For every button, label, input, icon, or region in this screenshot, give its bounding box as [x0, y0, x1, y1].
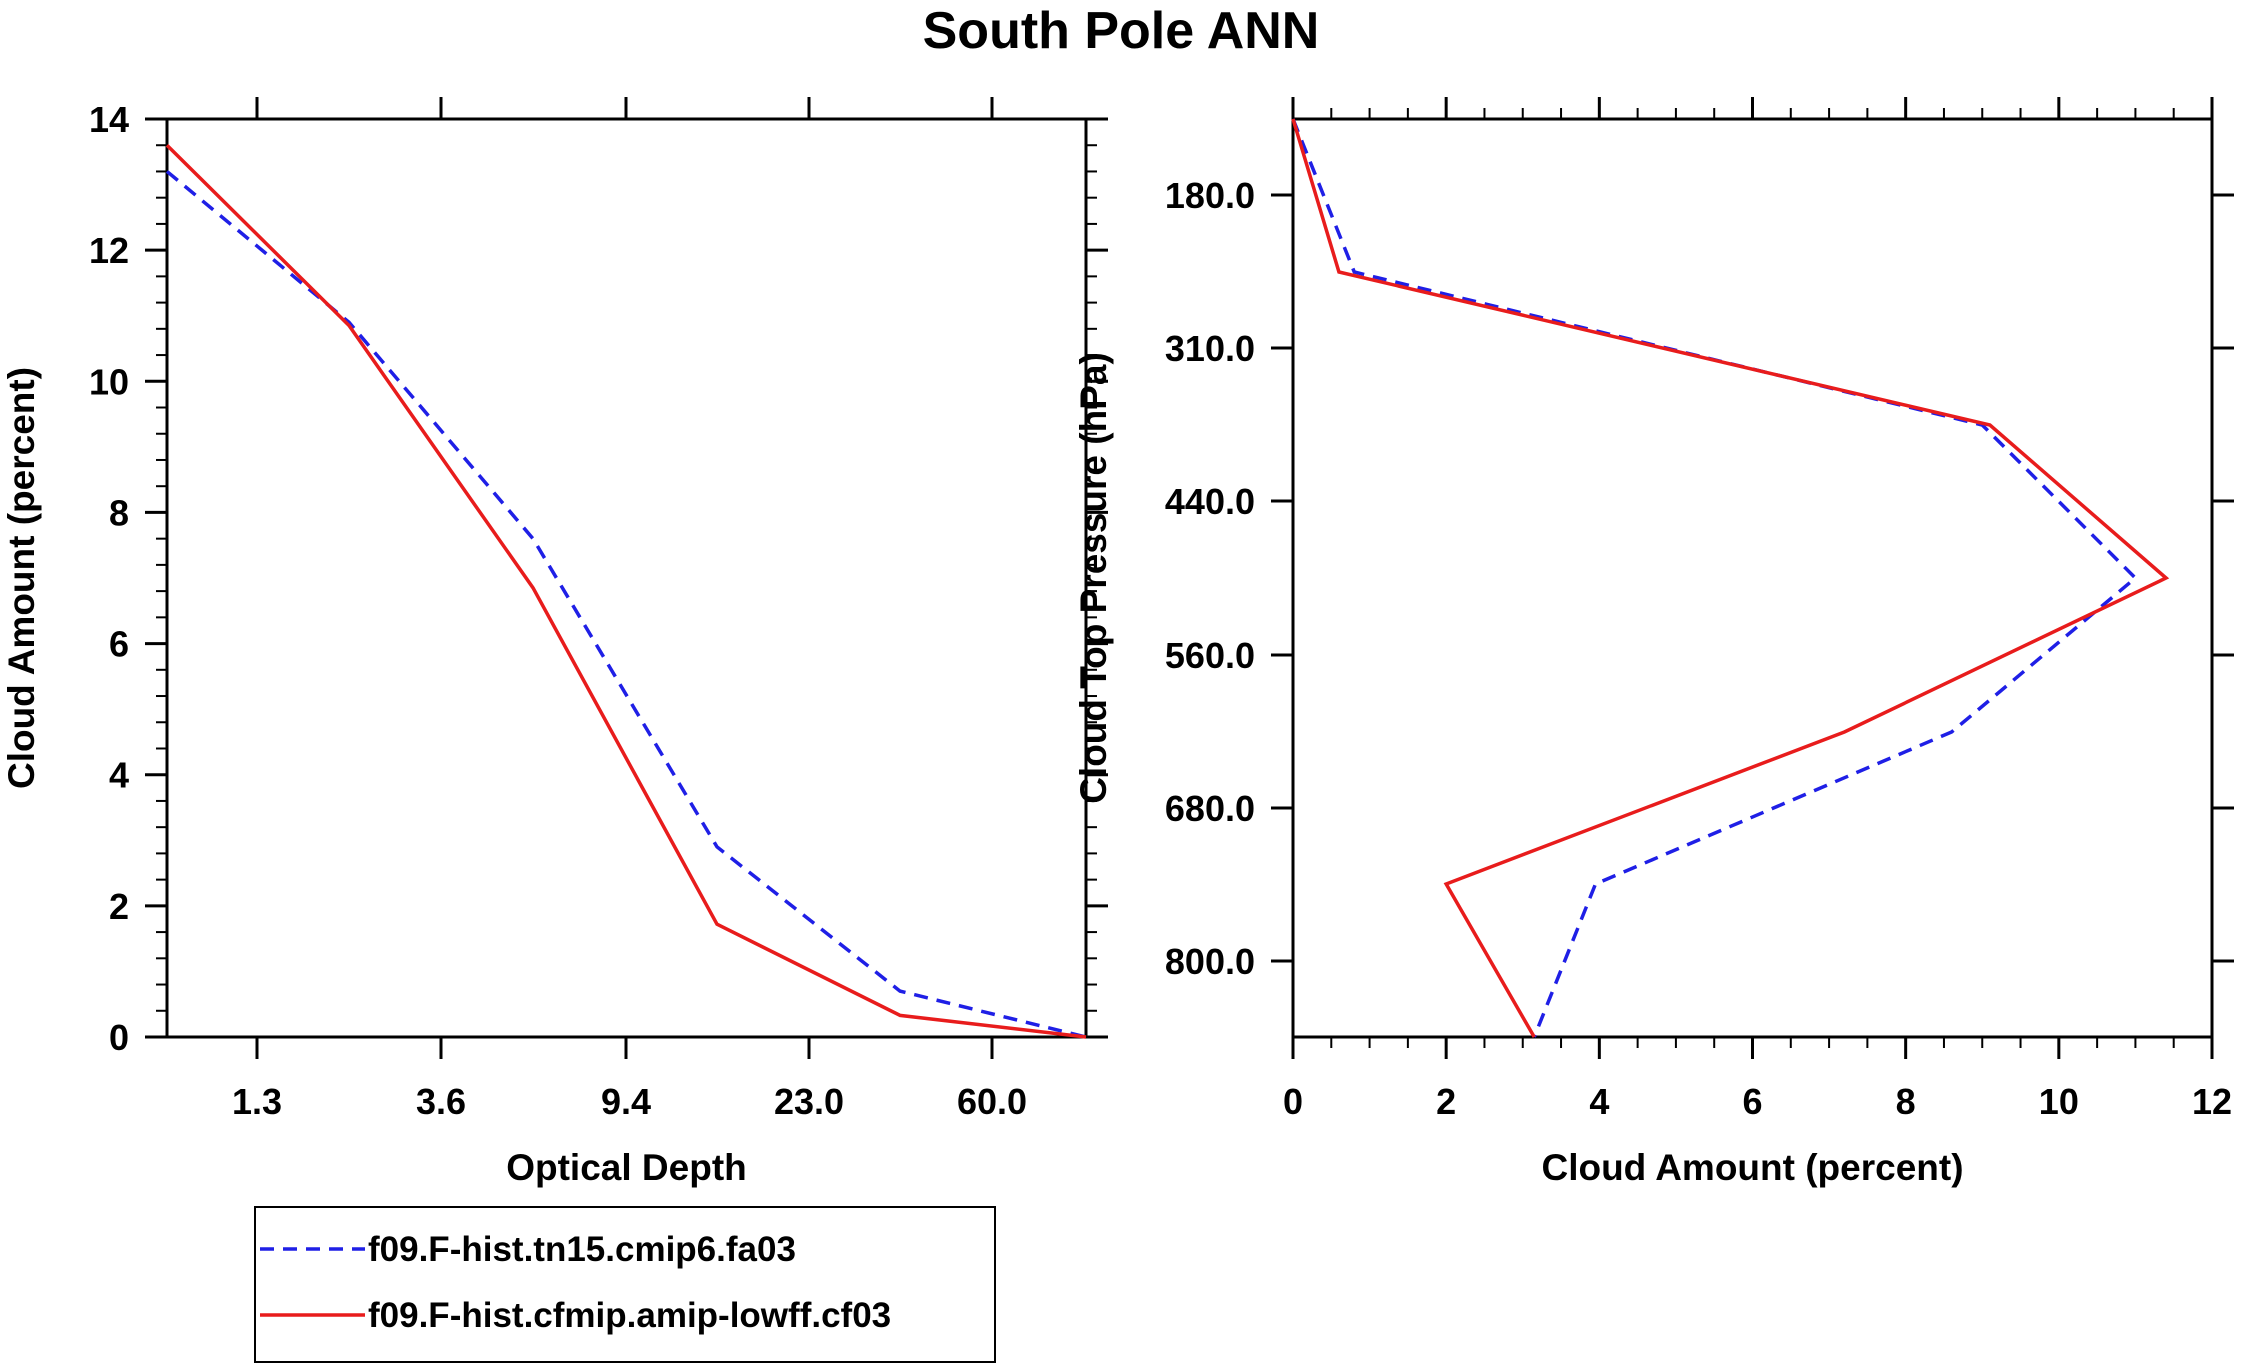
optical-depth-panel: 0 2 4 6 8 10 12 14 1.3 3.6 9.4 23.0 60.0 Optical Dept…	[1, 97, 1108, 1188]
left-y-tick-label: 8	[109, 492, 129, 533]
left-y-tick-label: 14	[89, 99, 129, 140]
left-plot-frame	[165, 117, 1088, 1039]
right-y-axis-label: Cloud Top Pressure (hPa)	[1073, 352, 1114, 804]
right-plot-frame	[1291, 117, 2214, 1039]
legend: f09.F-hist.tn15.cmip6.fa03 f09.F-hist.cf…	[254, 1206, 996, 1363]
left-series-2-line	[165, 143, 1087, 1039]
left-x-tick-label: 9.4	[601, 1081, 651, 1122]
right-x-tick-label: 0	[1283, 1081, 1303, 1122]
right-x-tick-label: 12	[2192, 1081, 2232, 1122]
right-x-tick-label: 2	[1436, 1081, 1456, 1122]
left-y-tick-label: 0	[109, 1017, 129, 1058]
left-y-tick-label: 2	[109, 886, 129, 927]
left-x-tick-label: 23.0	[774, 1081, 844, 1122]
right-x-tick-label: 4	[1589, 1081, 1609, 1122]
legend-label-series-2: f09.F-hist.cfmip.amip-lowff.cf03	[368, 1296, 891, 1335]
left-x-axis-label: Optical Depth	[506, 1147, 747, 1188]
legend-label-series-1: f09.F-hist.tn15.cmip6.fa03	[368, 1230, 796, 1269]
right-series-2-line	[1291, 118, 2170, 1038]
left-x-tick-label: 1.3	[232, 1081, 282, 1122]
right-y-tick-label: 680.0	[1165, 788, 1255, 829]
right-x-tick-label: 6	[1742, 1081, 1762, 1122]
right-x-axis-label: Cloud Amount (percent)	[1541, 1147, 1963, 1188]
left-y-tick-label: 12	[89, 230, 129, 271]
right-y-tick-label: 800.0	[1165, 941, 1255, 982]
right-series-1-line	[1291, 118, 2139, 1038]
right-y-tick-label: 560.0	[1165, 635, 1255, 676]
figure-title: South Pole ANN	[923, 2, 1320, 60]
left-series-1-line	[165, 170, 1087, 1039]
cloud-top-pressure-panel: 0 2 4 6 8 10 12 180.0 310.0 440.0 560.0 680.0 800.0 C…	[1073, 97, 2234, 1188]
left-x-tick-label: 3.6	[416, 1081, 466, 1122]
right-x-tick-label: 8	[1896, 1081, 1916, 1122]
right-y-tick-label: 440.0	[1165, 481, 1255, 522]
legend-box	[254, 1206, 996, 1363]
right-y-tick-label: 310.0	[1165, 328, 1255, 369]
left-y-tick-label: 4	[109, 755, 129, 796]
right-x-tick-label: 10	[2039, 1081, 2079, 1122]
left-y-tick-label: 6	[109, 624, 129, 665]
left-y-tick-label: 10	[89, 361, 129, 402]
left-x-tick-label: 60.0	[957, 1081, 1027, 1122]
right-y-tick-label: 180.0	[1165, 175, 1255, 216]
left-y-axis-label: Cloud Amount (percent)	[1, 367, 42, 789]
